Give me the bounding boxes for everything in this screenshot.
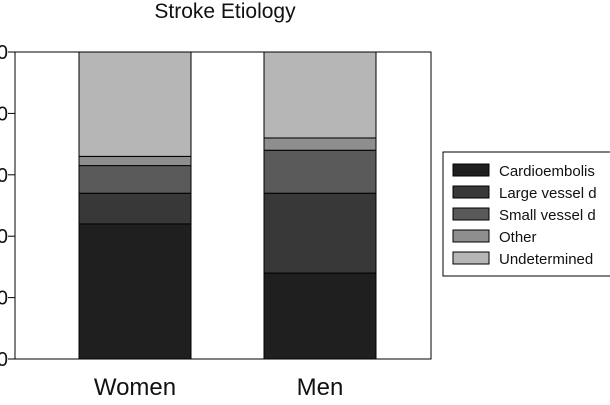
x-tick-label-men: Men: [297, 374, 344, 400]
legend-label-large-vessel-disease: Large vessel d: [499, 185, 597, 202]
bar-segment-women-undetermined: [78, 51, 192, 157]
bar-segment-men-other: [263, 137, 377, 151]
chart-title: Stroke Etiology: [154, 0, 296, 23]
x-tick-label-women: Women: [94, 374, 176, 400]
bar-segment-men-undetermined: [263, 51, 377, 139]
y-tick-label: 0: [0, 165, 8, 187]
y-axis: 0 0 0 0 0 0: [0, 42, 15, 371]
bar-segment-women-cardioembolism: [78, 223, 192, 360]
bar-segment-men-small-vessel-disease: [263, 149, 377, 194]
y-tick-label: 0: [0, 288, 8, 310]
legend-swatch-other: [452, 229, 490, 243]
legend-swatch-undetermined: [452, 251, 490, 265]
y-tick-label: 0: [0, 226, 8, 248]
bar-segment-women-large-vessel-disease: [78, 192, 192, 225]
legend-label-cardioembolism: Cardioembolis: [499, 163, 595, 180]
legend-swatch-cardioembolism: [452, 163, 490, 177]
legend-swatch-large-vessel-disease: [452, 185, 490, 199]
bar-segment-men-large-vessel-disease: [263, 192, 377, 274]
bar-segment-women-other: [78, 155, 192, 167]
y-tick-label: 0: [0, 42, 8, 64]
legend-label-other: Other: [499, 229, 537, 246]
legend-label-undetermined: Undetermined: [499, 251, 593, 268]
x-axis: Women Men: [94, 374, 344, 401]
y-tick-label: 0: [0, 349, 8, 371]
legend-label-small-vessel-disease: Small vessel d: [499, 207, 596, 224]
bar-segment-men-cardioembolism: [263, 272, 377, 360]
legend-swatch-small-vessel-disease: [452, 207, 490, 221]
bar-segment-women-small-vessel-disease: [78, 165, 192, 194]
bars-layer: [78, 51, 377, 360]
y-tick-label: 0: [0, 103, 8, 125]
legend: Cardioembolis Large vessel d Small vessel …: [442, 151, 610, 277]
